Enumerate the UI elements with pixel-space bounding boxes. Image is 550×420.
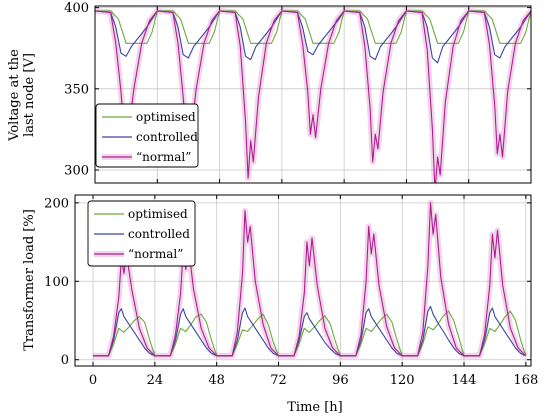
series-line-0 — [95, 10, 531, 44]
x-tick-label: 144 — [452, 373, 477, 388]
plot-area — [95, 7, 531, 183]
y-axis-label-load: Transformer load [%] — [22, 209, 37, 351]
x-tick-label: 0 — [89, 373, 97, 388]
legend-label: optimised — [128, 207, 188, 221]
x-tick-label: 120 — [390, 373, 415, 388]
y-tick-label: 300 — [64, 164, 89, 179]
y-tick-label: 400 — [64, 1, 89, 16]
transformer-load-panel: 0 100 200 0 24 48 72 96 120 144 168 optimised contro… — [22, 194, 538, 388]
y-axis-label-voltage-line1: Voltage at the — [7, 49, 22, 142]
y-tick-label: 0 — [61, 353, 69, 368]
legend-label: optimised — [136, 110, 196, 124]
y-tick-label: 200 — [44, 196, 69, 211]
y-axis-label-voltage-line2: last node [V] — [22, 53, 37, 137]
voltage-panel: 300 350 400 optimised controlled “normal” Volt… — [7, 1, 532, 184]
y-tick-label: 100 — [44, 275, 69, 290]
legend-box — [95, 103, 199, 168]
y-tick-label: 350 — [64, 82, 89, 97]
x-tick-label: 24 — [147, 373, 164, 388]
plot-frame — [94, 5, 532, 184]
legend-label: “normal” — [136, 150, 191, 164]
legend-label: “normal” — [128, 247, 183, 261]
y-axis-label-voltage: Voltage at thelast node [V] — [7, 49, 37, 142]
x-tick-label: 72 — [270, 373, 287, 388]
plot-frame — [74, 194, 532, 367]
plot-area — [93, 199, 528, 359]
series-line-1 — [93, 305, 527, 357]
series-line-2 — [93, 202, 527, 357]
series-line-2 — [95, 10, 531, 183]
legend-label: controlled — [136, 130, 198, 144]
x-tick-label: 168 — [513, 373, 538, 388]
legend-label: controlled — [128, 227, 190, 241]
x-tick-label: 96 — [332, 373, 349, 388]
x-axis-label: Time [h] — [287, 400, 343, 415]
legend-box — [87, 200, 196, 267]
x-tick-label: 48 — [208, 373, 225, 388]
